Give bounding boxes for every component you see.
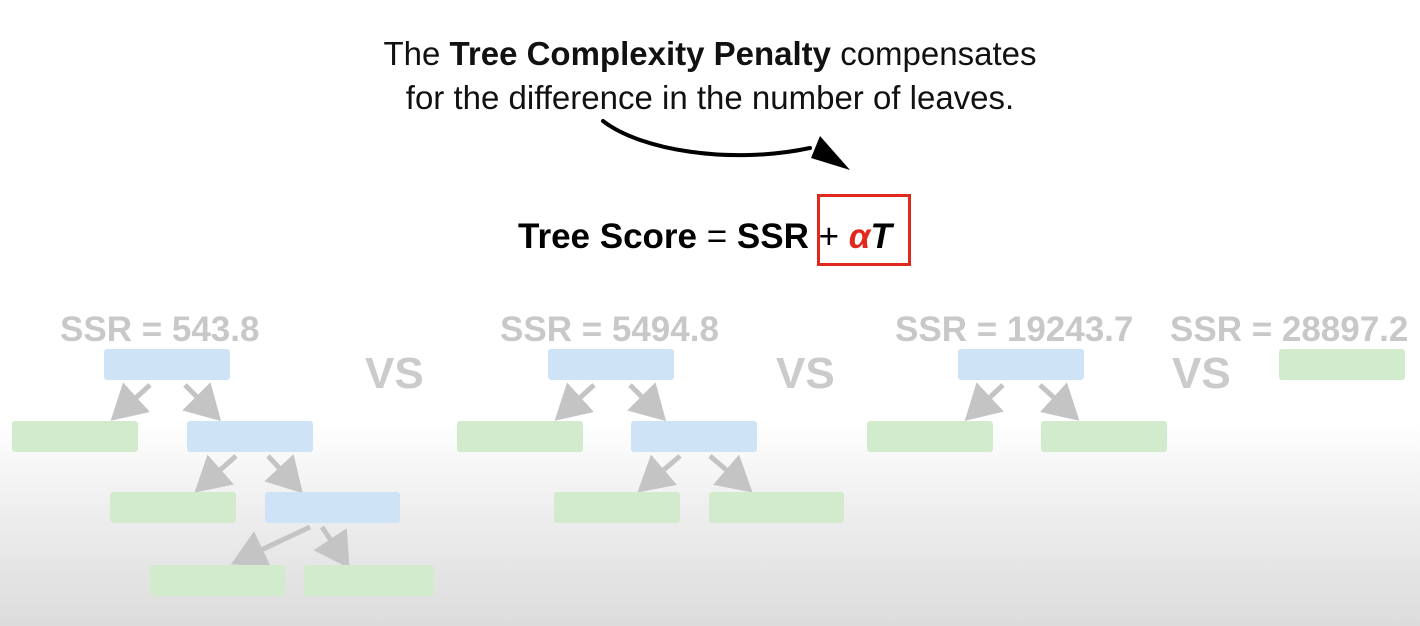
caption-line-2: for the difference in the number of leav… bbox=[405, 79, 1015, 116]
formula-ssr: SSR bbox=[736, 217, 809, 256]
tree3-root-node bbox=[958, 349, 1084, 380]
formula-plus: + bbox=[808, 217, 849, 256]
caption-bold-term: Tree Complexity Penalty bbox=[449, 35, 832, 72]
tree1-leaf-node bbox=[12, 421, 138, 452]
pointer-arrow-head bbox=[811, 136, 850, 170]
caption-line-1: The Tree Complexity Penalty compensates bbox=[280, 32, 1140, 76]
vs-label-3: VS bbox=[1172, 349, 1231, 398]
tree4-leaf-node bbox=[1279, 349, 1405, 380]
tree1-edge-low-right bbox=[313, 525, 350, 569]
tree-score-formula: Tree Score = SSR + αT bbox=[518, 212, 892, 262]
tree2-leaf-node bbox=[554, 492, 680, 523]
tree1-leaf-node bbox=[150, 565, 285, 596]
tree1-low-node bbox=[265, 492, 400, 523]
tree2-edge-mid-right bbox=[708, 454, 753, 493]
tree2-leaf-node bbox=[457, 421, 583, 452]
caption-line1-suffix: compensates bbox=[831, 35, 1037, 72]
vs-label-2: VS bbox=[776, 349, 835, 398]
formula-t: T bbox=[870, 217, 892, 256]
caption: The Tree Complexity Penalty compensates … bbox=[280, 32, 1140, 120]
ssr-label-tree-3: SSR = 19243.7 bbox=[895, 310, 1134, 349]
tree1-edge-mid-left bbox=[194, 454, 238, 493]
formula-equals: = bbox=[697, 217, 737, 256]
ssr-label-tree-4: SSR = 28897.2 bbox=[1170, 310, 1409, 349]
formula-alpha: α bbox=[848, 217, 871, 256]
tree3-edge-root-right bbox=[1038, 382, 1080, 421]
tree2-mid-node bbox=[631, 421, 757, 452]
tree1-edge-mid-right bbox=[264, 454, 303, 494]
tree1-leaf-node bbox=[304, 565, 434, 596]
tree2-root-node bbox=[548, 349, 674, 380]
tree1-edge-root-left bbox=[110, 382, 152, 421]
tree3-leaf-node bbox=[1041, 421, 1167, 452]
tree1-leaf-node bbox=[110, 492, 236, 523]
caption-prefix: The bbox=[383, 35, 450, 72]
penalty-highlight-box bbox=[817, 194, 911, 266]
tree3-leaf-node bbox=[867, 421, 993, 452]
tree2-edge-root-left bbox=[554, 382, 596, 421]
tree2-edge-mid-left bbox=[637, 454, 682, 493]
tree1-edge-root-right bbox=[182, 382, 222, 422]
ssr-label-tree-2: SSR = 5494.8 bbox=[500, 310, 719, 349]
vs-label-1: VS bbox=[365, 349, 424, 398]
ssr-label-tree-1: SSR = 543.8 bbox=[60, 310, 260, 349]
tree3-edge-root-left bbox=[964, 382, 1005, 421]
tree1-edge-low-left bbox=[230, 524, 312, 568]
formula-lhs: Tree Score bbox=[518, 217, 697, 256]
pointer-arrow-curve bbox=[601, 119, 812, 158]
tree2-leaf-node bbox=[709, 492, 844, 523]
tree1-mid-node bbox=[187, 421, 313, 452]
tree1-root-node bbox=[104, 349, 230, 380]
tree2-edge-root-right bbox=[627, 382, 667, 422]
